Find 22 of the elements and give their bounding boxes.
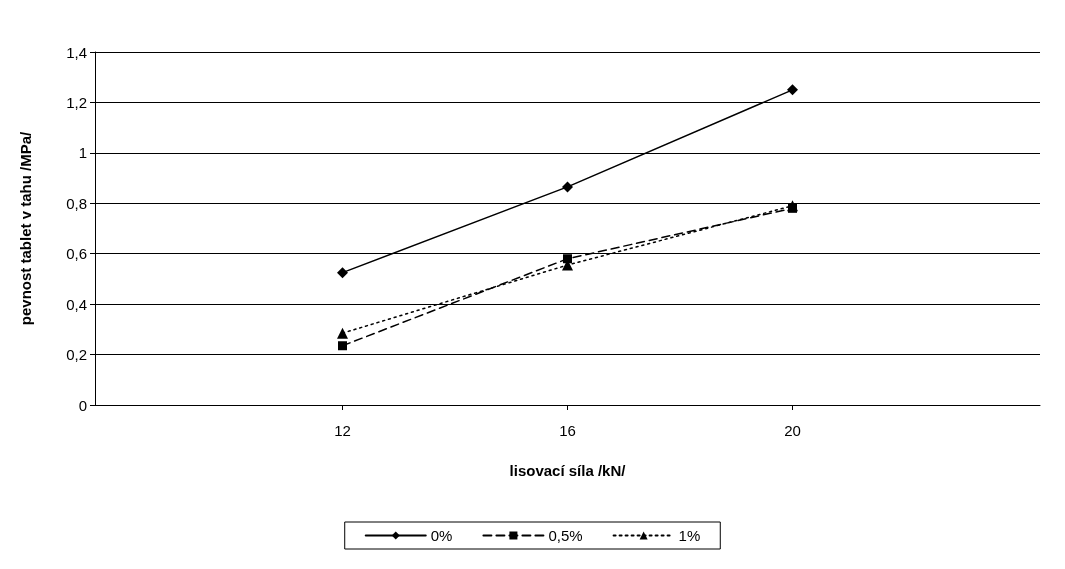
x-axis-title: lisovací síla /kN/ [509,462,627,479]
y-tick-label: 1,2 [66,93,87,111]
x-tick-label: 16 [559,422,576,439]
point [562,181,573,193]
y-tick-label: 0,4 [66,295,87,313]
y-tick-label: 0,2 [66,346,87,364]
x-tick-label: 12 [334,422,351,439]
point [338,341,347,351]
legend-label: 0% [430,527,453,544]
x-tick-label: 20 [784,422,801,439]
y-tick-label: 1 [78,144,87,162]
y-tick-label: 0,6 [66,245,87,263]
y-axis-title: pevnost tablet v tahu /MPa/ [17,130,34,326]
legend-label: 0,5% [548,527,583,544]
y-tick-label: 0,8 [66,194,87,212]
legend-label: 1% [678,527,701,544]
point [563,254,572,264]
point [337,267,348,279]
y-tick-label: 1,4 [66,43,87,61]
y-tick-label: 0 [78,396,87,414]
point [337,327,348,339]
point [787,84,798,96]
